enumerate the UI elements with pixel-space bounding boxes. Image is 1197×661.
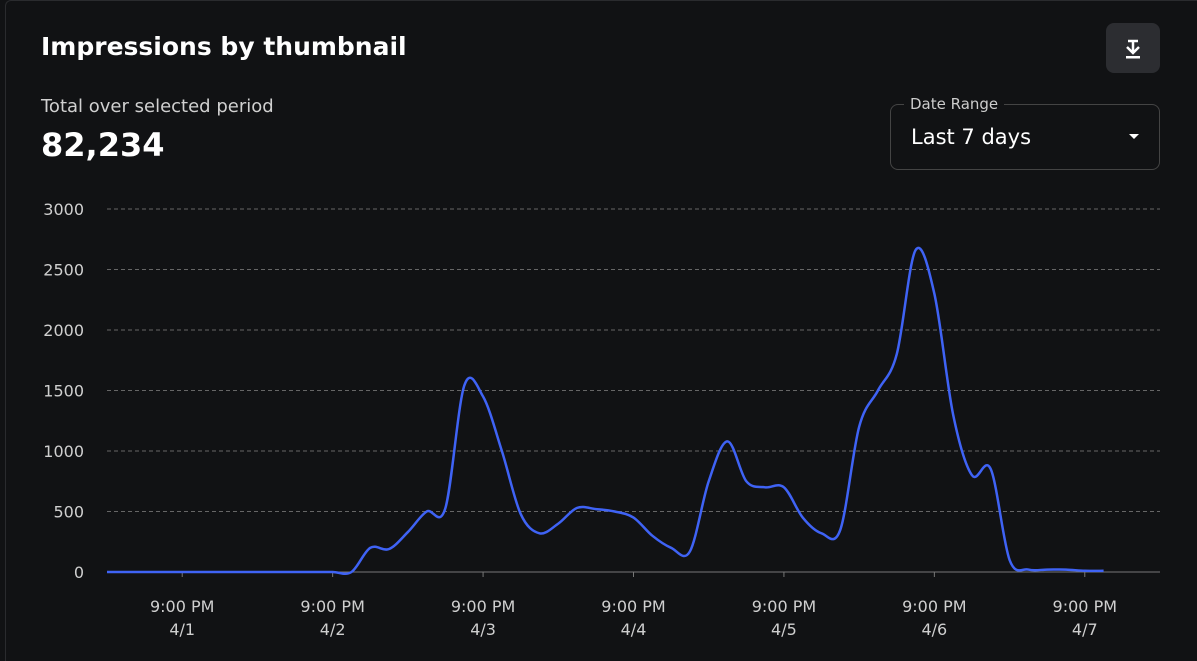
total: 82,234 bbox=[41, 126, 165, 164]
download-icon bbox=[1126, 39, 1140, 59]
title: Impressions by thumbnail bbox=[41, 32, 407, 61]
card bbox=[5, 0, 1197, 661]
subtitle: Total over selected period bbox=[41, 96, 274, 117]
date-range-value: Last 7 days bbox=[911, 125, 1032, 149]
download-button[interactable] bbox=[1106, 23, 1160, 73]
date-range-select[interactable] bbox=[890, 104, 1160, 170]
date-range-label: Date Range bbox=[904, 95, 1005, 113]
